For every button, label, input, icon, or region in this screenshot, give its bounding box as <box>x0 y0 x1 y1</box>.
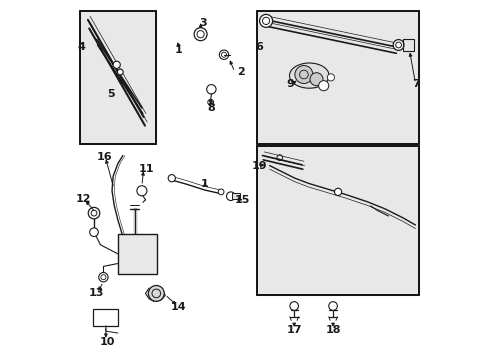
Circle shape <box>309 73 322 86</box>
Circle shape <box>226 192 235 201</box>
Bar <box>93 309 118 326</box>
Text: 1: 1 <box>175 45 183 55</box>
Ellipse shape <box>289 63 328 88</box>
Text: 6: 6 <box>254 42 263 52</box>
Text: 16: 16 <box>96 152 112 162</box>
Bar <box>80 11 156 144</box>
Text: 7: 7 <box>412 78 420 89</box>
Circle shape <box>259 14 272 27</box>
Text: 12: 12 <box>75 194 91 204</box>
Bar <box>118 234 156 274</box>
Text: 4: 4 <box>78 42 85 52</box>
Circle shape <box>89 228 98 237</box>
Text: 8: 8 <box>207 103 215 113</box>
Text: 14: 14 <box>171 302 186 312</box>
Text: 2: 2 <box>237 67 244 77</box>
Circle shape <box>113 61 120 68</box>
Text: 9: 9 <box>286 78 294 89</box>
Bar <box>257 146 418 295</box>
Bar <box>402 39 413 51</box>
Circle shape <box>88 207 100 219</box>
Circle shape <box>168 175 175 182</box>
Circle shape <box>137 186 146 196</box>
Circle shape <box>392 40 403 50</box>
Bar <box>257 146 418 295</box>
Circle shape <box>289 302 298 310</box>
Circle shape <box>318 81 328 91</box>
Circle shape <box>334 188 341 195</box>
Circle shape <box>218 189 224 195</box>
Bar <box>257 11 418 144</box>
Text: 18: 18 <box>325 325 341 336</box>
Bar <box>80 11 156 144</box>
Text: 13: 13 <box>88 288 103 298</box>
Text: 1: 1 <box>200 179 207 189</box>
Bar <box>231 193 239 199</box>
Circle shape <box>326 74 334 81</box>
Circle shape <box>117 69 123 75</box>
Text: 15: 15 <box>235 195 250 205</box>
Circle shape <box>99 273 108 282</box>
Circle shape <box>294 66 312 84</box>
Circle shape <box>328 302 337 310</box>
Text: 5: 5 <box>107 89 115 99</box>
Text: 19: 19 <box>251 161 267 171</box>
Text: 17: 17 <box>286 325 302 336</box>
Bar <box>257 11 418 144</box>
Text: 3: 3 <box>199 18 206 28</box>
Circle shape <box>148 285 164 301</box>
Text: 10: 10 <box>99 337 114 347</box>
Text: 11: 11 <box>139 164 154 174</box>
